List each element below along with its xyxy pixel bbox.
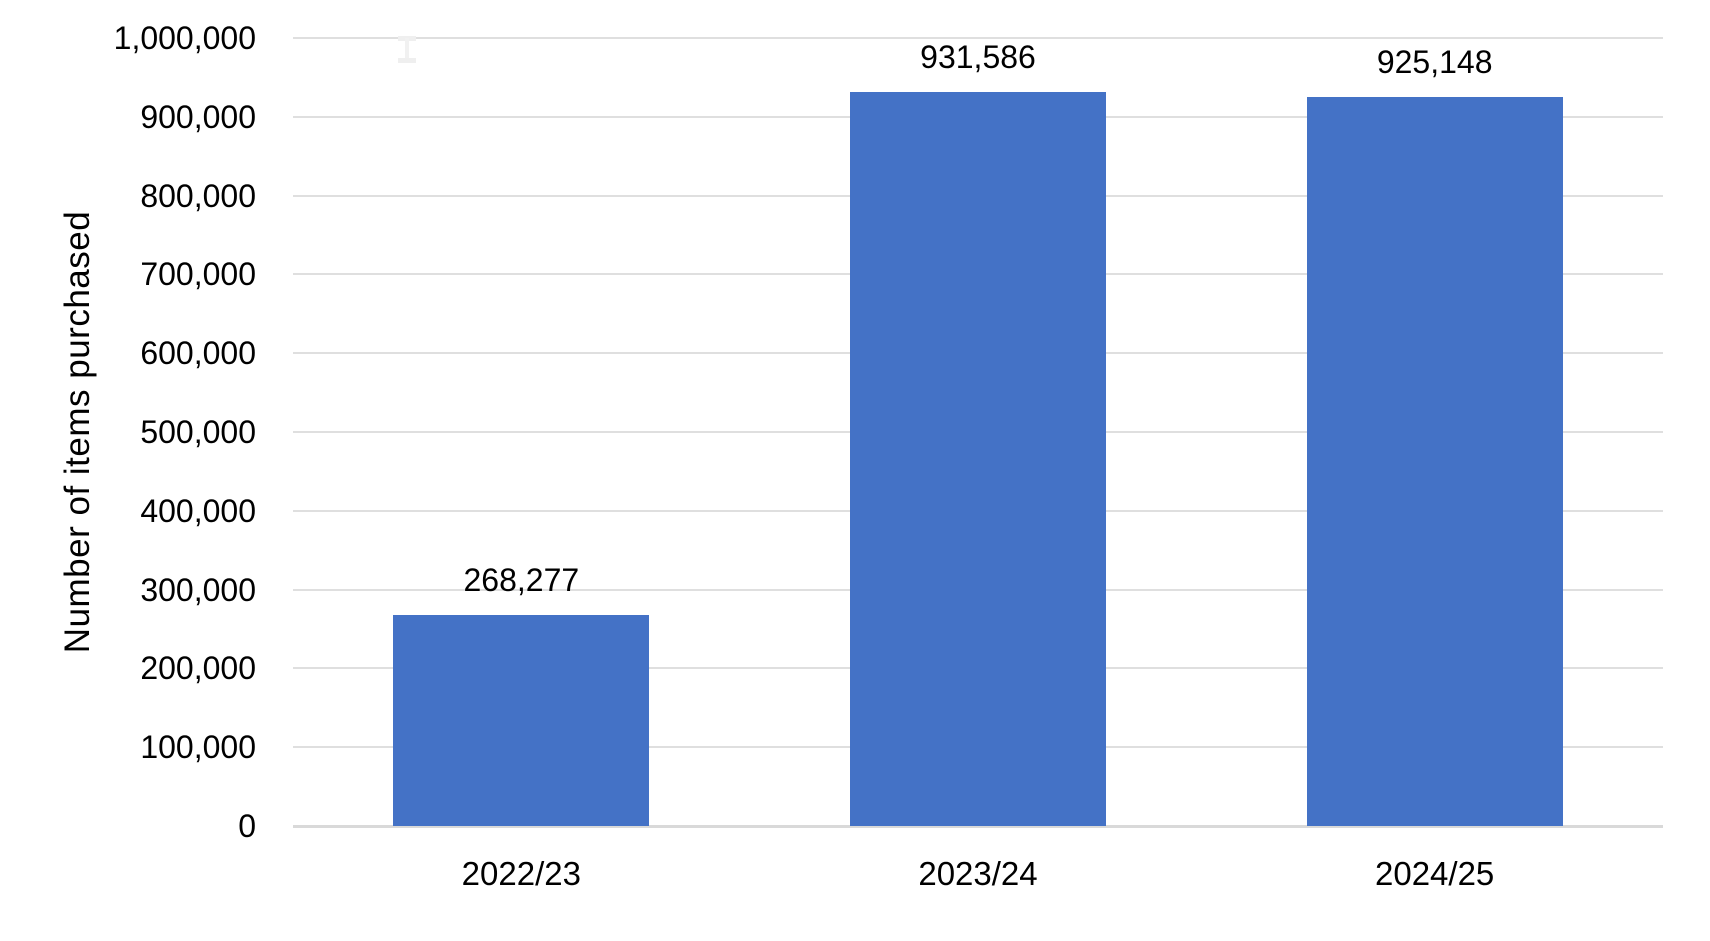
y-axis-tick-label: 700,000 <box>140 256 256 293</box>
bar <box>1306 96 1563 826</box>
cursor-artifact <box>398 36 416 63</box>
y-axis-tick-label: 100,000 <box>140 729 256 766</box>
y-axis-tick-label: 900,000 <box>140 98 256 135</box>
cursor-artifact-bottom <box>398 58 416 63</box>
x-axis-category-label: 2022/23 <box>461 855 581 892</box>
bar <box>393 614 650 826</box>
x-axis-category-label: 2023/24 <box>918 855 1038 892</box>
y-axis-tick-label: 300,000 <box>140 571 256 608</box>
y-axis-tick-label: 600,000 <box>140 335 256 372</box>
y-axis-tick-label: 200,000 <box>140 650 256 687</box>
y-axis-tick-label: 400,000 <box>140 492 256 529</box>
y-axis-tick-label: 1,000,000 <box>113 20 256 56</box>
bar-value-label: 925,148 <box>1376 43 1493 80</box>
x-axis-line <box>293 825 1663 828</box>
bar-value-label: 931,586 <box>920 38 1036 75</box>
y-axis-tick-label: 800,000 <box>140 177 256 214</box>
bar-value-label: 268,277 <box>463 561 580 598</box>
x-axis-category-label: 2024/25 <box>1375 855 1495 892</box>
gridline <box>293 37 1663 39</box>
y-axis-tick-label: 0 <box>238 808 256 844</box>
bar <box>850 91 1106 826</box>
y-axis-tick-label: 500,000 <box>140 414 256 450</box>
cursor-artifact-stem <box>405 38 409 61</box>
